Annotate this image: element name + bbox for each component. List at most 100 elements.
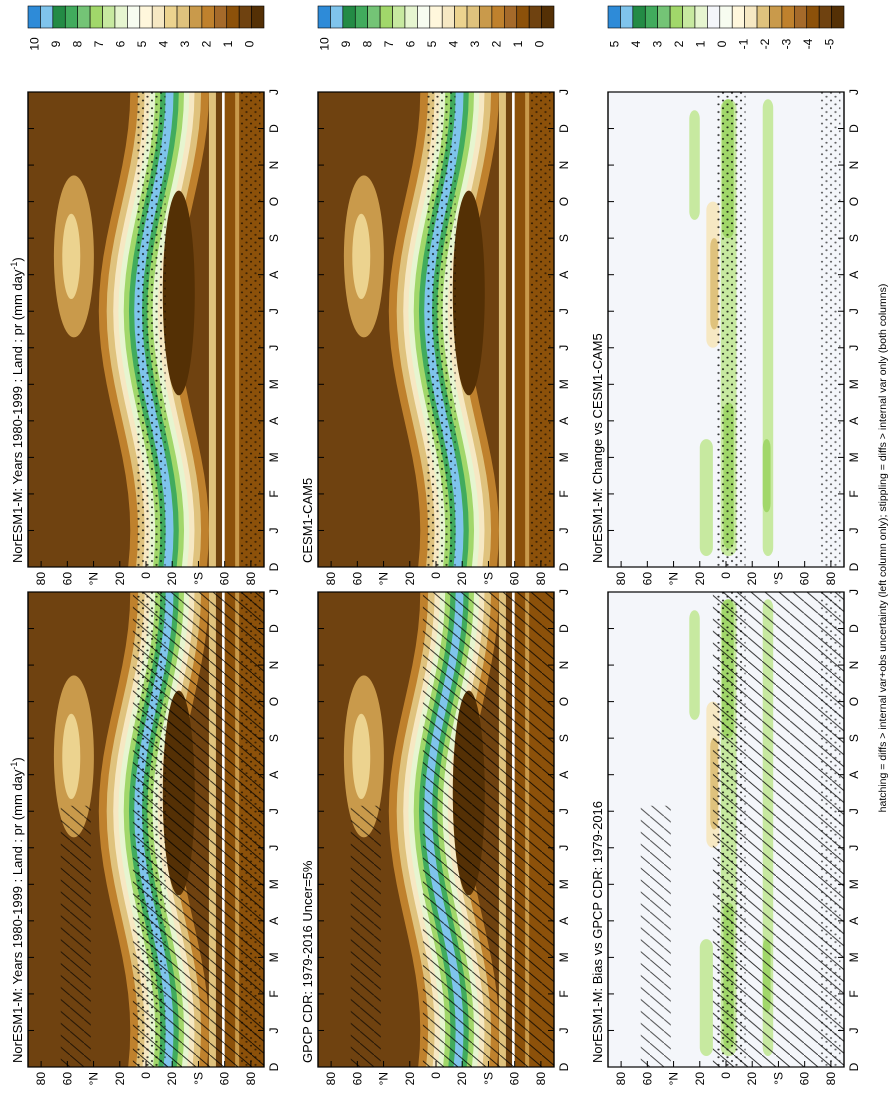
month-tick-label: O xyxy=(847,197,861,206)
month-tick-label: A xyxy=(847,271,861,279)
month-tick-label: M xyxy=(557,452,571,462)
colorbar-label: 4 xyxy=(446,40,460,47)
panel-title: CESM1-CAM5 xyxy=(300,478,315,563)
panel-title-tail: ) xyxy=(10,757,25,761)
lat-tick-label: 80 xyxy=(824,1072,838,1086)
colorbar-swatch xyxy=(769,5,783,29)
colorbar-swatch xyxy=(831,5,845,29)
lat-tick-label: °N xyxy=(87,572,101,585)
stipple-overlay xyxy=(715,591,746,1067)
stipple-overlay xyxy=(425,91,456,567)
month-tick-label: N xyxy=(267,161,281,170)
lat-tick-label: °N xyxy=(377,1072,391,1085)
colorbar-swatch xyxy=(818,5,832,29)
lat-tick-label: 80 xyxy=(324,1072,338,1086)
month-tick-label: S xyxy=(847,734,861,742)
lat-tick-label: 0 xyxy=(719,572,733,579)
month-tick-label: D xyxy=(267,562,281,571)
month-tick-label: J xyxy=(557,345,571,351)
colorbar-swatch xyxy=(756,5,770,29)
lat-tick-label: 80 xyxy=(614,572,628,586)
lat-tick-label: 60 xyxy=(640,572,654,586)
colorbar-swatch xyxy=(657,5,671,29)
colorbar-swatch xyxy=(251,5,265,29)
month-tick-label: J xyxy=(557,527,571,533)
hatch-overlay-north xyxy=(640,805,671,1067)
colorbar-label: 1 xyxy=(221,40,235,47)
month-tick-label: A xyxy=(267,417,281,425)
colorbar-label: 2 xyxy=(199,40,213,47)
month-tick-label: A xyxy=(557,917,571,925)
colorbar-swatch xyxy=(731,5,745,29)
colorbar-swatch xyxy=(27,5,41,29)
lat-tick-label: 60 xyxy=(640,1072,654,1086)
month-tick-label: S xyxy=(847,234,861,242)
colorbar-label: 2 xyxy=(489,40,503,47)
lat-tick-label: 80 xyxy=(534,1072,548,1086)
month-tick-label: O xyxy=(267,697,281,706)
month-tick-label: J xyxy=(267,808,281,814)
lat-tick-label: 20 xyxy=(693,1072,707,1086)
colorbar-swatch xyxy=(214,5,228,29)
colorbar-label: -4 xyxy=(801,38,815,49)
month-tick-label: F xyxy=(267,990,281,997)
lat-tick-label: 0 xyxy=(139,1072,153,1079)
colorbar-swatch xyxy=(429,5,443,29)
month-tick-label: A xyxy=(847,417,861,425)
colorbar-swatch xyxy=(404,5,418,29)
colorbar-swatch xyxy=(392,5,406,29)
month-tick-label: M xyxy=(267,379,281,389)
lat-tick-label: 60 xyxy=(218,1072,232,1086)
hatch-overlay xyxy=(712,591,844,1067)
lat-tick-label: 0 xyxy=(429,572,443,579)
lat-tick-label: 80 xyxy=(824,572,838,586)
lat-tick-label: 60 xyxy=(60,1072,74,1086)
month-tick-label: F xyxy=(557,990,571,997)
month-tick-label: M xyxy=(557,952,571,962)
colorbar-swatch xyxy=(682,5,696,29)
panel-title: NorESM1-M: Years 1980-1999 : Land : pr (… xyxy=(9,757,25,1063)
lat-tick-label: 80 xyxy=(244,1072,258,1086)
month-tick-label: A xyxy=(557,417,571,425)
colorbar-swatch xyxy=(330,5,344,29)
panel-title-superscript: -1 xyxy=(9,262,19,270)
month-tick-label: N xyxy=(557,661,571,670)
lat-tick-label: 20 xyxy=(745,572,759,586)
colorbar-label: 1 xyxy=(694,40,708,47)
lat-tick-label: 80 xyxy=(34,1072,48,1086)
colorbar-label: 7 xyxy=(382,40,396,47)
month-tick-label: M xyxy=(847,452,861,462)
lat-tick-label: 80 xyxy=(324,572,338,586)
colorbar-label: 4 xyxy=(629,40,643,47)
colorbar-swatch xyxy=(491,5,505,29)
lat-tick-label: 80 xyxy=(34,572,48,586)
colorbar-label: 8 xyxy=(71,40,85,47)
month-tick-label: A xyxy=(557,771,571,779)
colorbar-label: 0 xyxy=(532,40,546,47)
lat-tick-label: 20 xyxy=(745,1072,759,1086)
month-tick-label: O xyxy=(557,697,571,706)
lat-tick-label: °S xyxy=(191,572,205,585)
colorbar-swatch xyxy=(607,5,621,29)
lat-tick-label: °S xyxy=(771,572,785,585)
colorbar-swatch xyxy=(644,5,658,29)
month-tick-label: S xyxy=(267,734,281,742)
lat-tick-label: 20 xyxy=(455,1072,469,1086)
colorbar-swatch xyxy=(781,5,795,29)
colorbar-label: 2 xyxy=(672,40,686,47)
month-tick-label: M xyxy=(557,379,571,389)
month-tick-label: A xyxy=(847,771,861,779)
lat-tick-label: 60 xyxy=(508,572,522,586)
month-tick-label: F xyxy=(557,490,571,497)
map-panel-p6 xyxy=(607,91,845,568)
lat-tick-label: 0 xyxy=(719,1072,733,1079)
panel-title: NorESM1-M: Years 1980-1999 : Land : pr (… xyxy=(9,257,25,563)
month-tick-label: D xyxy=(267,624,281,633)
colorbar-label: 3 xyxy=(468,40,482,47)
panel-title-superscript: -1 xyxy=(9,762,19,770)
month-tick-label: J xyxy=(267,527,281,533)
colorbar-swatch xyxy=(164,5,178,29)
month-tick-label: D xyxy=(557,562,571,571)
month-tick-label: M xyxy=(267,879,281,889)
colorbar-label: 3 xyxy=(651,40,665,47)
